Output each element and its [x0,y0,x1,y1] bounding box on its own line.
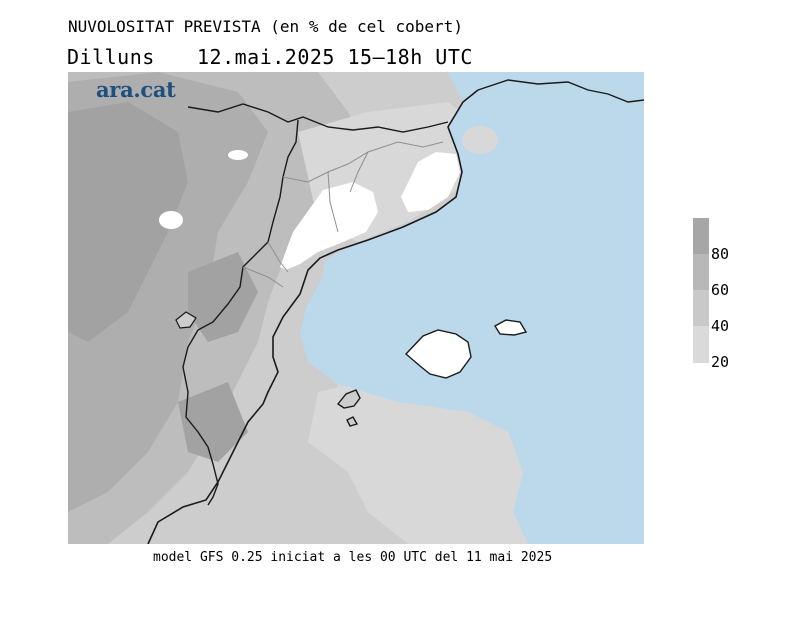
legend-label-40: 40 [711,317,730,335]
legend-swatch-60 [693,254,709,290]
island-ibiza [336,389,361,409]
island-mallorca [404,329,472,379]
island-formentera [346,416,359,427]
sea-cloud-south [333,384,528,544]
coastline [147,89,479,544]
france-border [187,103,449,133]
clear-area-west2 [228,150,248,160]
island-menorca [494,319,528,336]
province-borders [242,141,444,288]
cloud-band-90 [68,102,188,342]
clear-area-west [159,211,183,229]
forecast-valid-time: 12.mai.2025 15–18h UTC [197,45,473,69]
sea [300,72,644,544]
cloud-band-90c [178,382,248,462]
map-title: NUVOLOSITAT PREVISTA (en % de cel cobert… [68,17,463,36]
cloud-cover-map [68,72,644,544]
clear-area-ebro [280,182,378,270]
forecast-time: Dilluns 12.mai.2025 15–18h UTC [67,45,473,69]
model-info: model GFS 0.25 iniciat a les 00 UTC del … [153,550,553,565]
legend-label-20: 20 [711,353,730,371]
sea-cloud-north [462,126,498,154]
north-coast [477,79,644,103]
cloud-cover-legend [693,218,709,363]
catalonia-border [182,119,299,506]
clear-area-girona [401,152,460,212]
legend-swatch-80 [693,218,709,254]
ara-cat-logo: ara.cat [96,77,176,102]
legend-swatch-40 [693,290,709,326]
forecast-day: Dilluns [67,45,155,69]
legend-swatch-20 [693,326,709,363]
legend-label-80: 80 [711,245,730,263]
cloud-band-90b [188,252,258,342]
legend-label-60: 60 [711,281,730,299]
western-lake [175,311,197,329]
